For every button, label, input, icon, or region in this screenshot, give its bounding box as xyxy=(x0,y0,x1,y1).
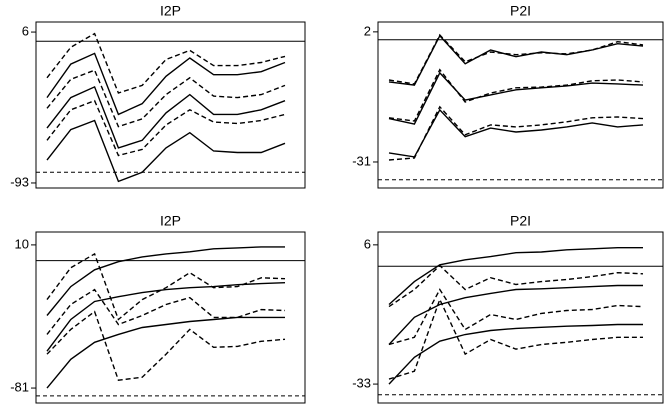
y-tick-label: -31 xyxy=(352,153,371,168)
series-line xyxy=(388,297,643,380)
plot-frame xyxy=(377,21,664,189)
series-line xyxy=(46,316,285,389)
series-line xyxy=(388,33,644,85)
panel-title: P2I xyxy=(510,213,531,229)
series-line xyxy=(46,246,285,316)
series-line xyxy=(388,247,643,306)
series-line xyxy=(46,69,286,128)
y-tick-label: 6 xyxy=(364,236,371,251)
series-line xyxy=(46,119,286,183)
series-line xyxy=(388,105,644,161)
plot-frame xyxy=(35,21,306,189)
panel-title: I2P xyxy=(160,213,181,229)
panel-title: P2I xyxy=(510,3,531,19)
series-line xyxy=(388,34,644,86)
series-line xyxy=(388,108,644,158)
panel-title: I2P xyxy=(160,3,181,19)
series-line xyxy=(46,32,286,94)
plot-frame xyxy=(377,231,664,404)
series-line xyxy=(46,282,286,352)
series-line xyxy=(46,288,286,335)
series-line xyxy=(46,310,286,381)
y-tick-label: 10 xyxy=(15,236,29,251)
plot-frame xyxy=(35,231,306,404)
y-tick-label: -93 xyxy=(10,174,29,189)
series-line xyxy=(388,288,644,346)
series-line xyxy=(388,284,643,345)
series-line xyxy=(388,68,644,122)
y-tick-label: 2 xyxy=(364,23,371,38)
series-line xyxy=(46,52,286,116)
series-line xyxy=(388,264,644,308)
series-line xyxy=(388,323,643,385)
y-tick-label: 6 xyxy=(22,23,29,38)
y-tick-label: -81 xyxy=(10,379,29,394)
series-line xyxy=(388,71,644,125)
series-line xyxy=(46,85,286,149)
y-tick-label: -33 xyxy=(352,376,371,391)
